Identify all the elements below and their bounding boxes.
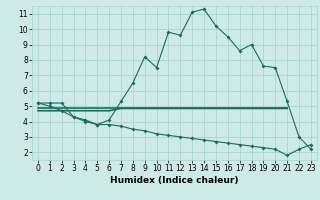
X-axis label: Humidex (Indice chaleur): Humidex (Indice chaleur) <box>110 176 239 185</box>
